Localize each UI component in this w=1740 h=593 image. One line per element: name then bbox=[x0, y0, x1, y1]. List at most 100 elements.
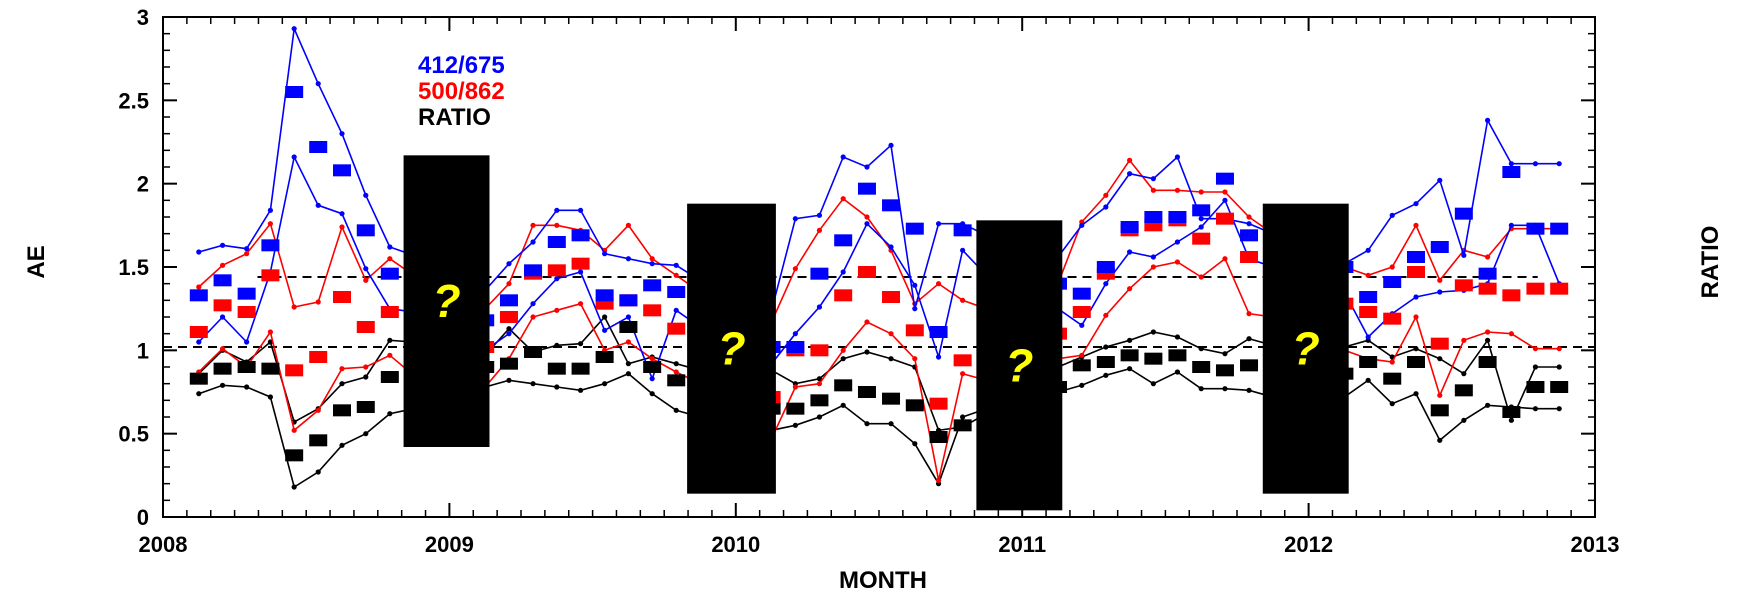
x-tick-label: 2010 bbox=[711, 532, 760, 557]
series-lower-point bbox=[577, 301, 584, 307]
series-lower-point bbox=[816, 414, 823, 420]
series-lower-point bbox=[1079, 382, 1085, 388]
series-upper-point bbox=[1198, 189, 1204, 195]
series-upper-point bbox=[1437, 177, 1443, 183]
series-lower-point bbox=[625, 339, 632, 345]
series-mean-marker bbox=[356, 401, 375, 413]
series-upper-point bbox=[219, 242, 226, 248]
series-lower-point bbox=[577, 387, 584, 393]
series-upper-point bbox=[506, 281, 512, 287]
series-mean-marker bbox=[1430, 241, 1449, 253]
series-upper-point bbox=[267, 221, 273, 227]
series-mean-marker bbox=[524, 264, 543, 277]
series-mean-marker bbox=[1359, 306, 1378, 318]
series-lower-point bbox=[649, 376, 655, 382]
series-mean-marker bbox=[571, 362, 590, 375]
series-upper-point bbox=[1103, 192, 1109, 198]
series-lower-point bbox=[1222, 197, 1228, 203]
series-upper-point bbox=[339, 224, 345, 230]
series-lower-point bbox=[1437, 392, 1443, 398]
series-lower-point bbox=[1485, 329, 1491, 335]
series-lower-point bbox=[864, 421, 870, 427]
series-upper-point bbox=[1150, 187, 1156, 193]
series-upper-point bbox=[912, 306, 918, 312]
series-lower-point bbox=[864, 319, 870, 325]
series-upper-point bbox=[1246, 214, 1252, 220]
series-lower-point bbox=[1508, 331, 1514, 337]
series-mean-marker bbox=[667, 374, 686, 387]
series-lower-point bbox=[649, 391, 655, 397]
series-upper-point bbox=[840, 154, 846, 160]
series-upper-line bbox=[198, 158, 1560, 361]
redaction-boxes: ???? bbox=[403, 155, 1349, 511]
series-mean-marker bbox=[1072, 287, 1091, 300]
series-mean-marker bbox=[834, 379, 853, 392]
series-upper-point bbox=[363, 374, 369, 380]
series-mean-marker bbox=[643, 304, 662, 317]
series-upper-point bbox=[387, 337, 393, 343]
series-upper-point bbox=[625, 222, 632, 228]
x-axis-title: MONTH bbox=[839, 567, 927, 593]
series-lower-point bbox=[1508, 222, 1514, 228]
series-lower-point bbox=[840, 347, 846, 353]
series-mean-marker bbox=[499, 357, 518, 370]
y-tick-label: 0 bbox=[137, 505, 149, 530]
series-lower-point bbox=[196, 339, 202, 345]
series-lower-point bbox=[816, 304, 823, 310]
series-lower-point bbox=[1150, 264, 1156, 270]
series-mean-marker bbox=[810, 344, 829, 357]
series-upper-point bbox=[1198, 216, 1204, 222]
series-upper-point bbox=[1174, 154, 1181, 160]
series-mean-marker bbox=[1550, 222, 1569, 235]
series-mean-marker bbox=[1215, 212, 1234, 225]
series-mean-marker bbox=[1144, 352, 1163, 365]
series-mean-marker bbox=[905, 399, 924, 412]
series-lower-point bbox=[530, 381, 536, 387]
series-lower-point bbox=[960, 247, 966, 253]
series-lower-point bbox=[912, 356, 918, 362]
series-lower-point bbox=[1556, 406, 1562, 412]
series-upper-line bbox=[198, 315, 1560, 432]
series-mean-marker bbox=[499, 311, 518, 323]
series-mean-marker bbox=[380, 371, 399, 383]
series-lower-point bbox=[554, 276, 560, 282]
series-mean-marker bbox=[237, 287, 256, 300]
series-upper-point bbox=[530, 222, 536, 228]
series-lower-point bbox=[1198, 386, 1204, 392]
series-upper-point bbox=[1365, 247, 1371, 253]
series-lower-point bbox=[1437, 289, 1443, 295]
series-mean-marker bbox=[1383, 312, 1402, 325]
question-mark: ? bbox=[432, 275, 460, 327]
series-upper-point bbox=[339, 131, 345, 137]
series-mean-marker bbox=[882, 291, 901, 303]
series-lower-point bbox=[864, 221, 870, 227]
series-mean-marker bbox=[1454, 384, 1473, 397]
series-lower-point bbox=[244, 384, 250, 390]
series-mean-marker bbox=[786, 341, 805, 353]
series-upper-point bbox=[530, 239, 536, 245]
question-mark: ? bbox=[717, 323, 745, 375]
series-lower-line bbox=[198, 257, 1560, 481]
series-mean-marker bbox=[1478, 356, 1497, 368]
series-mean-marker bbox=[1192, 361, 1211, 373]
series-upper-point bbox=[1485, 254, 1491, 260]
series-mean-marker bbox=[237, 306, 256, 318]
series-mean-marker bbox=[1192, 232, 1211, 245]
series-lower-point bbox=[315, 202, 321, 208]
series-mean-marker bbox=[595, 351, 614, 363]
question-mark: ? bbox=[1292, 323, 1320, 375]
series-mean-marker bbox=[189, 372, 208, 385]
series-mean-marker bbox=[1144, 211, 1163, 223]
series-upper-point bbox=[196, 284, 202, 290]
series-mean-marker bbox=[1430, 404, 1449, 417]
series-lower-point bbox=[1127, 249, 1133, 255]
redaction-box bbox=[687, 203, 776, 494]
series-mean-marker bbox=[929, 397, 948, 410]
series-lower-point bbox=[1150, 254, 1156, 260]
series-mean-marker bbox=[189, 289, 208, 302]
series-upper-point bbox=[1222, 351, 1228, 357]
series-mean-marker bbox=[1526, 222, 1545, 235]
series-lower-point bbox=[363, 266, 369, 272]
series-upper-point bbox=[196, 249, 202, 255]
legend-item-500-862: 500/862 bbox=[418, 78, 505, 105]
